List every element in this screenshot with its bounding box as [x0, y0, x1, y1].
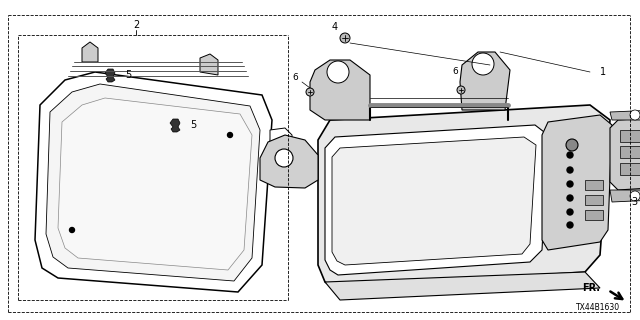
- Text: 1: 1: [600, 67, 606, 77]
- Text: TX44B1630: TX44B1630: [576, 303, 620, 313]
- Polygon shape: [542, 115, 612, 250]
- Text: 6: 6: [452, 68, 458, 76]
- Polygon shape: [610, 190, 640, 202]
- Circle shape: [70, 228, 74, 233]
- Circle shape: [340, 33, 350, 43]
- Circle shape: [567, 181, 573, 187]
- Text: 5: 5: [125, 70, 131, 80]
- Circle shape: [567, 152, 573, 158]
- Circle shape: [567, 195, 573, 201]
- Polygon shape: [610, 110, 640, 120]
- Text: 4: 4: [332, 22, 338, 32]
- Polygon shape: [105, 69, 115, 82]
- Text: 2: 2: [133, 20, 139, 30]
- Circle shape: [327, 61, 349, 83]
- Circle shape: [472, 53, 494, 75]
- Bar: [585, 210, 603, 220]
- Polygon shape: [170, 119, 180, 132]
- Polygon shape: [58, 98, 252, 270]
- Circle shape: [567, 222, 573, 228]
- Polygon shape: [318, 105, 610, 288]
- Bar: [585, 180, 603, 190]
- Bar: [620, 146, 640, 158]
- Circle shape: [567, 209, 573, 215]
- Bar: [620, 163, 640, 175]
- Polygon shape: [310, 60, 370, 120]
- Polygon shape: [325, 272, 600, 300]
- Polygon shape: [325, 125, 548, 275]
- Bar: [620, 130, 640, 142]
- Circle shape: [457, 86, 465, 94]
- Polygon shape: [460, 52, 510, 110]
- Circle shape: [567, 167, 573, 173]
- Text: 6: 6: [292, 74, 298, 83]
- Bar: [585, 195, 603, 205]
- Polygon shape: [200, 54, 218, 75]
- Polygon shape: [82, 42, 98, 62]
- Circle shape: [630, 191, 640, 201]
- Circle shape: [227, 132, 232, 138]
- Circle shape: [306, 88, 314, 96]
- Polygon shape: [260, 135, 318, 188]
- Text: 3: 3: [631, 197, 637, 207]
- Circle shape: [630, 110, 640, 120]
- Text: 5: 5: [190, 120, 196, 130]
- Circle shape: [275, 149, 293, 167]
- Polygon shape: [35, 72, 272, 292]
- Text: FR.: FR.: [582, 283, 600, 293]
- Polygon shape: [270, 128, 292, 175]
- Circle shape: [566, 139, 578, 151]
- Polygon shape: [610, 118, 640, 190]
- Polygon shape: [46, 84, 260, 281]
- Polygon shape: [332, 137, 536, 265]
